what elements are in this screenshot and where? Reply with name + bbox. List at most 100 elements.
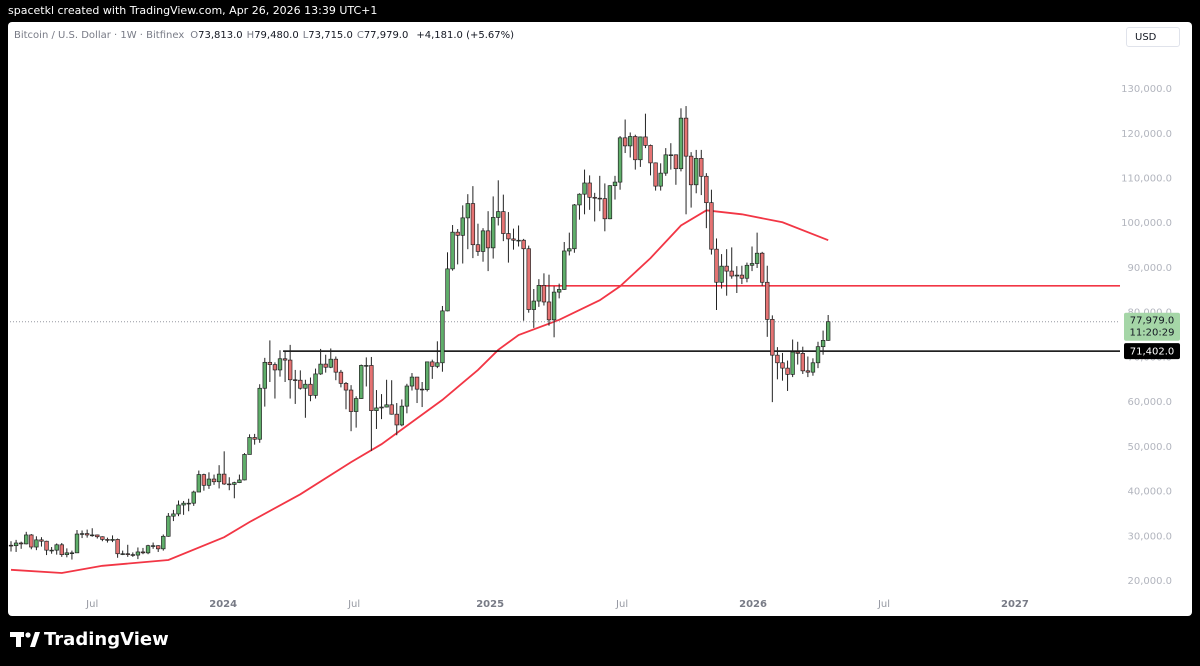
candle-body <box>815 346 821 364</box>
candle-body <box>440 310 445 364</box>
candle-body <box>115 539 120 555</box>
y-tick-label: 110,000.0 <box>1121 174 1172 185</box>
candle-body <box>54 544 59 551</box>
candle-body <box>110 539 115 541</box>
candle-body <box>546 301 552 321</box>
candle-body <box>572 204 577 250</box>
candle-body <box>470 203 476 246</box>
candle-body <box>130 554 136 556</box>
candle-body <box>308 383 313 396</box>
candle-body <box>754 252 760 264</box>
x-tick-label: 2027 <box>1001 599 1029 610</box>
candle-body <box>100 536 105 540</box>
currency-button[interactable]: USD <box>1126 27 1180 47</box>
candle-body <box>577 193 582 206</box>
x-tick-label: Jul <box>347 599 360 610</box>
candle-body <box>59 544 64 555</box>
candle-body <box>455 231 460 236</box>
candle-body <box>653 162 658 187</box>
candle-body <box>216 473 222 483</box>
candle-body <box>206 478 212 486</box>
candle-body <box>282 358 288 361</box>
candle-body <box>287 359 293 381</box>
candle-body <box>303 383 308 389</box>
candle-body <box>496 211 501 218</box>
candle-body <box>24 534 29 545</box>
symbol-name: Bitcoin / U.S. Dollar · 1W · Bitfinex <box>14 30 185 41</box>
candle-body <box>541 285 547 303</box>
candle-body <box>770 319 775 356</box>
x-tick-label: 2026 <box>739 599 767 610</box>
candle-body <box>724 265 729 272</box>
candle-body <box>790 351 795 375</box>
y-tick-label: 20,000.0 <box>1127 576 1172 587</box>
tradingview-logo <box>10 632 40 647</box>
ohlc-value: 73,813.0 <box>198 30 243 41</box>
candle-body <box>318 363 323 375</box>
candle-body <box>39 539 44 542</box>
candle-body <box>795 351 800 354</box>
candle-body <box>353 398 359 412</box>
candle-body <box>643 136 648 146</box>
candle-body <box>176 504 181 515</box>
candle-body <box>414 376 420 390</box>
price-change: +4,181.0 (+5.67%) <box>416 30 515 41</box>
candle-body <box>734 274 739 277</box>
candle-body <box>18 542 24 545</box>
candle-body <box>298 379 303 389</box>
candle-body <box>775 354 780 364</box>
candle-body <box>825 321 831 341</box>
candle-body <box>13 542 19 547</box>
y-tick-label: 60,000.0 <box>1127 397 1172 408</box>
candle-body <box>501 211 506 234</box>
candle-body <box>348 389 354 412</box>
candle-body <box>272 364 278 371</box>
candle-body <box>237 479 242 483</box>
ohlc-value: 73,715.0 <box>308 30 353 41</box>
candle-body <box>450 231 455 270</box>
candle-body <box>531 300 536 310</box>
candle-body <box>749 263 755 266</box>
candle-body <box>622 137 628 147</box>
candle-body <box>257 387 262 440</box>
candle-body <box>475 244 481 252</box>
candle-body <box>704 175 709 204</box>
candle-body <box>445 268 450 312</box>
candle-body <box>597 197 602 200</box>
candle-body <box>567 248 572 252</box>
chart-panel <box>8 22 1192 616</box>
candle-body <box>34 539 39 548</box>
candle-body <box>389 404 394 415</box>
ohlc-key: C <box>356 30 364 41</box>
candle-body <box>699 158 704 177</box>
y-tick-label: 100,000.0 <box>1121 218 1172 229</box>
candle-body <box>232 482 237 485</box>
candle-body <box>8 544 14 547</box>
moving-average <box>10 209 829 574</box>
y-tick-label: 130,000.0 <box>1121 84 1172 95</box>
candle-body <box>729 270 734 277</box>
candle-body <box>201 474 207 486</box>
candle-body <box>196 474 201 493</box>
candle-body <box>526 248 531 310</box>
countdown-label: 11:20:29 <box>1130 328 1175 339</box>
candle-body <box>145 545 151 554</box>
candle-body <box>222 473 227 485</box>
y-tick-label: 90,000.0 <box>1127 263 1172 274</box>
candle-body <box>247 437 252 455</box>
candle-body <box>140 551 146 554</box>
candle-body <box>135 551 141 556</box>
candle-body <box>252 437 257 440</box>
candle-body <box>430 361 435 367</box>
candle-body <box>633 136 638 161</box>
candle-body <box>810 362 816 373</box>
x-tick-label: 2025 <box>476 599 504 610</box>
candle-body <box>156 545 161 550</box>
y-tick-label: 30,000.0 <box>1127 531 1172 542</box>
x-tick-label: Jul <box>85 599 98 610</box>
y-tick-label: 120,000.0 <box>1121 129 1172 140</box>
y-tick-label: 50,000.0 <box>1127 442 1172 453</box>
x-tick-label: Jul <box>877 599 890 610</box>
candle-body <box>709 202 714 250</box>
